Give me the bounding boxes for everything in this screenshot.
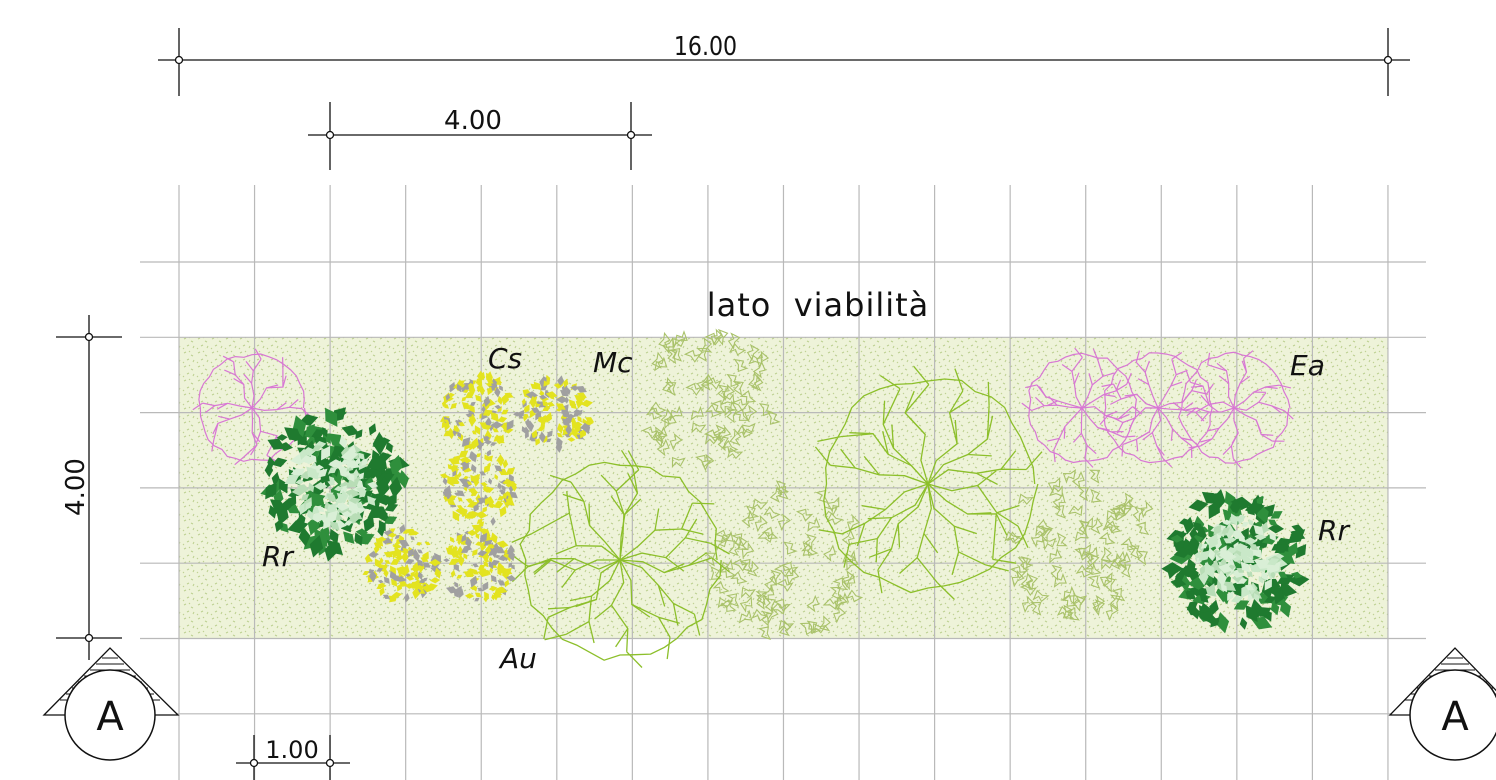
dimension-depth-text: 4.00	[61, 458, 91, 516]
dimension-module	[236, 735, 350, 780]
shrub-ea-2	[1099, 350, 1219, 468]
section-marker-right-text: A	[1441, 694, 1469, 740]
plant-label-ea: Ea	[1290, 349, 1325, 382]
dimension-overall	[158, 28, 1410, 96]
plant-label-mc: Mc	[593, 346, 633, 379]
plant-label-rr-left: Rr	[262, 540, 294, 573]
dimension-overall-text: 16.00	[674, 31, 737, 61]
plant-label-rr-right: Rr	[1318, 514, 1350, 547]
shrub-ea-left	[192, 348, 312, 466]
shrub-mc-1	[641, 328, 781, 472]
section-marker-left: A	[42, 647, 180, 761]
drawing-title: lato viabilità	[707, 286, 930, 324]
shrub-cs-4	[443, 524, 517, 603]
shrub-cs-2	[513, 374, 595, 453]
section-marker-right: A	[1388, 647, 1496, 761]
plant-label-au: Au	[498, 642, 537, 675]
plants-layer	[192, 328, 1310, 668]
dimension-module-text: 1.00	[265, 736, 318, 764]
shrub-mc-2	[704, 480, 864, 640]
grid	[140, 185, 1426, 780]
section-marker-left-text: A	[96, 694, 124, 740]
shrub-ea-3	[1173, 350, 1294, 469]
dimension-partial	[308, 102, 652, 170]
tree-rr-left-core	[284, 435, 379, 531]
tree-rr-right-core	[1194, 513, 1288, 604]
shrub-cs-3	[439, 449, 518, 528]
shrub-cs-1	[439, 370, 514, 451]
tree-au-2	[814, 365, 1043, 600]
shrub-cs-5	[362, 523, 442, 603]
shrub-mc-3	[1004, 469, 1154, 621]
plant-label-cs: Cs	[488, 342, 522, 375]
dimension-partial-text: 4.00	[444, 106, 502, 136]
dimension-depth	[56, 315, 122, 660]
